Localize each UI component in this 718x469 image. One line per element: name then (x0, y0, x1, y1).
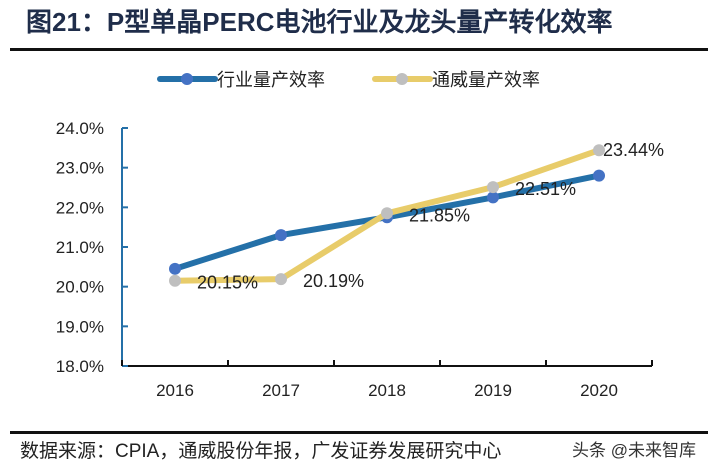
y-tick-label: 24.0% (56, 119, 104, 138)
y-tick-label: 21.0% (56, 238, 104, 257)
data-label: 20.15% (197, 273, 258, 293)
y-tick-label: 22.0% (56, 198, 104, 217)
x-tick-label: 2018 (368, 381, 406, 400)
y-tick-label: 20.0% (56, 278, 104, 297)
y-tick-label: 18.0% (56, 357, 104, 376)
x-tick-label: 2016 (156, 381, 194, 400)
legend-label: 行业量产效率 (217, 70, 325, 90)
data-point-1 (381, 207, 393, 220)
data-point-1 (487, 181, 499, 194)
data-point-0 (487, 191, 499, 204)
data-point-1 (275, 273, 287, 286)
legend-marker-1 (396, 73, 408, 85)
x-tick-label: 2020 (580, 381, 618, 400)
source-divider (10, 431, 708, 434)
data-label: 21.85% (409, 205, 470, 225)
data-point-1 (593, 144, 605, 157)
legend-marker-0 (181, 73, 193, 85)
page-title: 图21：P型单晶PERC电池行业及龙头量产转化效率 (26, 7, 613, 37)
source-note: 数据来源：CPIA，通威股份年报，广发证券发展研究中心 (20, 441, 502, 462)
data-point-0 (593, 169, 605, 182)
y-tick-label: 19.0% (56, 317, 104, 336)
data-point-0 (275, 229, 287, 242)
data-label: 22.51% (515, 179, 576, 199)
x-tick-label: 2019 (474, 381, 512, 400)
data-point-0 (169, 262, 181, 275)
data-label: 23.44% (603, 140, 664, 160)
legend-label: 通威量产效率 (432, 70, 540, 90)
watermark: 头条 @未来智库 (572, 441, 696, 460)
data-label: 20.19% (303, 271, 364, 291)
x-tick-label: 2017 (262, 381, 300, 400)
data-point-1 (169, 274, 181, 287)
title-divider (10, 48, 708, 51)
y-tick-label: 23.0% (56, 159, 104, 178)
